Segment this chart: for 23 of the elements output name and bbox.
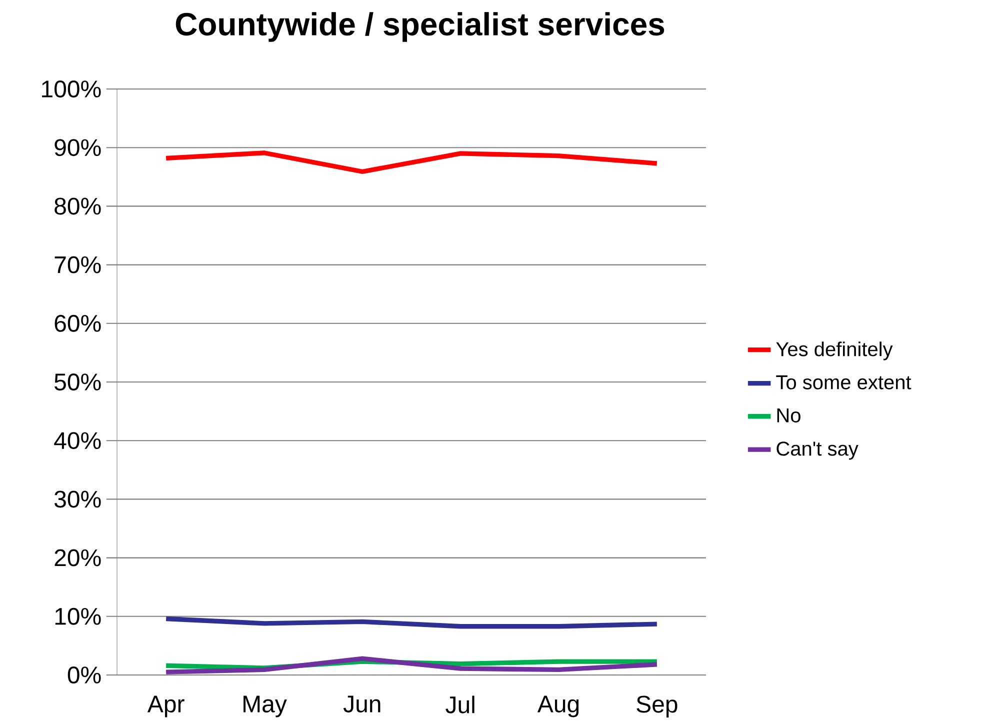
x-tick-label: Sep [636,696,678,718]
y-tick-label: 10% [55,608,101,625]
y-tick-label: 50% [54,373,101,390]
y-tick-label: 90% [54,139,101,156]
y-tick-label: 60% [54,314,101,332]
legend-label: No [777,408,800,422]
legend-label: Can't say [776,442,858,460]
legend-label: Yes definitely [776,342,893,360]
y-tick-label: 80% [54,198,101,215]
chart-title: Countywide / specialist services [176,12,664,42]
x-tick-label: Aug [537,696,579,718]
y-tick-label: 0% [68,666,101,684]
y-tick-label: 30% [54,490,101,508]
y-tick-label: 20% [54,549,101,566]
y-tick-label: 100% [42,80,101,98]
x-tick-label: Apr [147,696,184,718]
legend-label: To some extent [776,375,912,390]
y-tick-label: 40% [54,432,101,450]
x-tick-label: May [244,696,287,718]
x-tick-label: Jun [343,696,380,712]
y-tick-label: 70% [54,256,101,274]
line-series [164,150,660,174]
x-tick-label: Jul [446,696,474,714]
